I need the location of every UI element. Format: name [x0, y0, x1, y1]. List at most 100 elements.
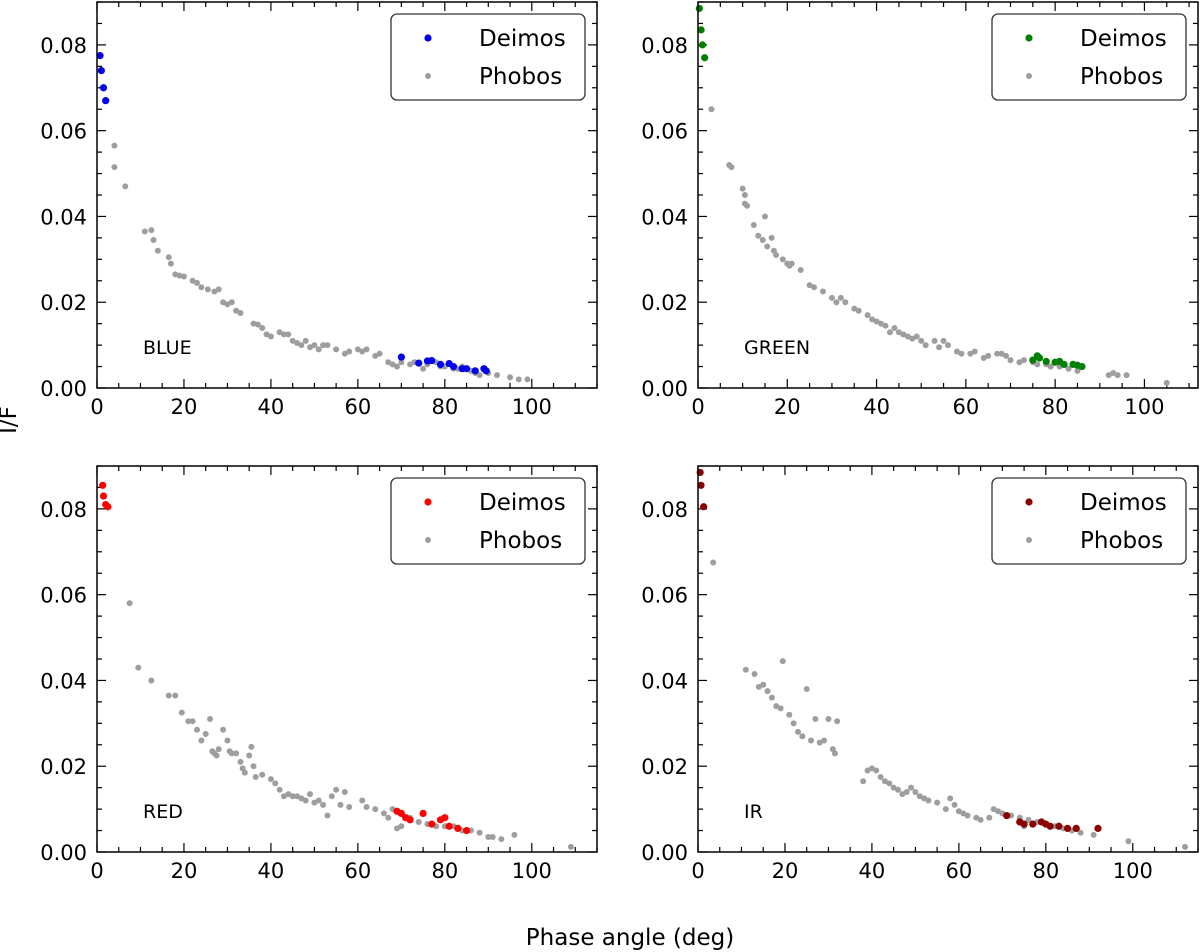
phobos-point — [768, 234, 775, 241]
phobos-point — [250, 763, 257, 770]
phobos-point — [741, 192, 748, 198]
x-tick-label: 60 — [952, 395, 979, 419]
phobos-point — [1025, 816, 1032, 823]
phobos-point — [285, 331, 292, 338]
phobos-point — [779, 658, 786, 665]
deimos-point — [1055, 822, 1063, 830]
phobos-point — [760, 681, 767, 688]
phobos-point — [237, 309, 244, 316]
phobos-point — [803, 686, 810, 693]
legend-box — [991, 13, 1187, 101]
phobos-point — [311, 342, 318, 349]
deimos-point — [482, 367, 490, 375]
phobos-point — [1110, 369, 1117, 376]
x-tick-label: 80 — [1032, 859, 1059, 883]
phobos-point — [1016, 359, 1023, 366]
phobos-point — [967, 350, 974, 357]
y-tick-label: 0.04 — [641, 205, 688, 229]
deimos-point — [104, 503, 112, 511]
phobos-point — [254, 321, 261, 328]
deimos-point — [471, 367, 479, 375]
phobos-point — [986, 814, 993, 821]
phobos-point — [764, 688, 771, 695]
phobos-point — [476, 829, 483, 836]
phobos-point — [860, 778, 867, 785]
legend-marker-deimos — [1025, 498, 1033, 506]
phobos-point — [167, 260, 174, 267]
phobos-point — [1074, 367, 1081, 374]
phobos-point — [940, 337, 947, 344]
phobos-point — [808, 737, 815, 744]
x-tick-label: 40 — [258, 859, 285, 883]
x-tick-label: 80 — [431, 395, 458, 419]
deimos-point — [1078, 362, 1086, 371]
phobos-point — [1047, 363, 1054, 370]
phobos-point — [215, 746, 222, 753]
y-tick-label: 0.00 — [641, 377, 688, 401]
phobos-point — [567, 843, 574, 850]
panel-label: RED — [143, 801, 183, 823]
phobos-point — [1090, 831, 1097, 838]
phobos-point — [842, 299, 849, 306]
phobos-point — [750, 222, 757, 229]
phobos-point — [385, 814, 392, 821]
legend: Deimos Phobos — [390, 477, 586, 565]
phobos-point — [511, 831, 518, 838]
phobos-point — [415, 818, 422, 825]
phobos-point — [267, 333, 274, 340]
phobos-point — [241, 769, 248, 776]
deimos-point — [701, 54, 709, 62]
phobos-point — [904, 333, 911, 340]
phobos-point — [198, 284, 205, 291]
x-tick-label: 100 — [1113, 859, 1153, 883]
y-tick-label: 0.02 — [641, 291, 688, 315]
phobos-point — [148, 677, 155, 684]
deimos-point — [1035, 354, 1044, 362]
phobos-point — [1034, 361, 1041, 368]
phobos-point — [788, 260, 795, 267]
phobos-point — [135, 664, 142, 671]
phobos-point — [1065, 365, 1072, 372]
phobos-point — [1003, 352, 1010, 359]
deimos-point — [449, 362, 458, 371]
panel-green: 0 20 40 60 80 100 0.00 0.02 0.04 0.06 0.08 GREEN Dei… — [641, 1, 1199, 419]
phobos-point — [328, 793, 335, 800]
phobos-point — [315, 797, 322, 804]
x-tick-label: 60 — [946, 859, 973, 883]
legend: Deimos Phobos — [991, 477, 1187, 565]
plot-frame — [697, 1, 1199, 389]
phobos-point — [122, 183, 129, 190]
phobos-point — [882, 322, 889, 329]
phobos-point — [359, 797, 366, 804]
phobos-point — [207, 716, 214, 723]
phobos-point — [185, 718, 192, 725]
phobos-point — [751, 671, 758, 678]
phobos-point — [380, 810, 387, 817]
phobos-point — [922, 342, 929, 349]
phobos-point — [302, 337, 309, 344]
phobos-point — [228, 750, 235, 757]
phobos-point — [1007, 357, 1014, 364]
phobos-point — [895, 329, 902, 336]
phobos-point — [977, 816, 984, 823]
legend-marker-deimos — [424, 34, 432, 42]
y-tick-label: 0.02 — [40, 291, 87, 315]
deimos-point — [1072, 824, 1080, 833]
deimos-point — [695, 4, 703, 13]
deimos-point — [1020, 820, 1028, 828]
phobos-point — [825, 716, 832, 723]
legend-marker-phobos — [425, 537, 431, 543]
phobos-point — [320, 342, 327, 349]
phobos-point — [895, 786, 901, 793]
y-tick-label: 0.08 — [40, 34, 87, 58]
legend-label-deimos: Deimos — [479, 26, 566, 52]
deimos-point — [462, 826, 471, 835]
phobos-point — [903, 788, 910, 795]
x-tick-label: 20 — [772, 859, 799, 883]
phobos-point — [873, 318, 880, 325]
phobos-point — [728, 164, 735, 171]
y-tick-label: 0.02 — [40, 755, 87, 779]
phobos-point — [934, 799, 941, 806]
phobos-point — [742, 666, 749, 673]
phobos-point — [259, 324, 266, 331]
